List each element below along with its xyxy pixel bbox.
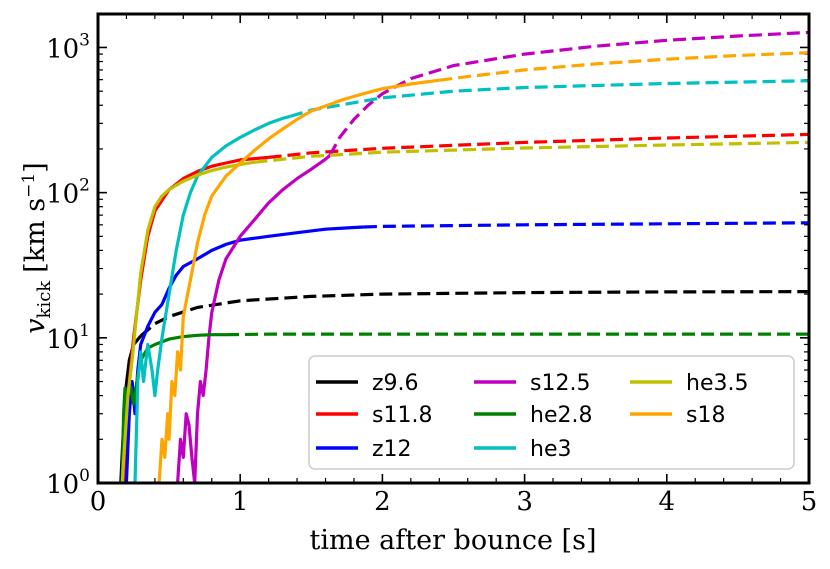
y-tick-exponent: 1 bbox=[79, 321, 90, 341]
series-z9.6-dashed bbox=[139, 290, 809, 338]
y-tick-exponent: 3 bbox=[79, 30, 90, 50]
legend-label-s12.5: s12.5 bbox=[530, 371, 590, 396]
y-tick-exponent: 0 bbox=[79, 466, 90, 486]
legend-label-he3.5: he3.5 bbox=[686, 371, 748, 396]
legend-label-s18: s18 bbox=[686, 403, 725, 428]
series-layer bbox=[119, 30, 809, 483]
legend-label-he3: he3 bbox=[530, 437, 571, 462]
series-he3-dashed bbox=[289, 79, 809, 118]
y-axis-label: vkick [km s−1] bbox=[19, 162, 55, 333]
legend-label-he2.8: he2.8 bbox=[530, 403, 592, 428]
y-axis-label-subscript: kick bbox=[34, 280, 55, 319]
x-tick-label: 5 bbox=[801, 487, 818, 517]
series-s18-dashed bbox=[439, 51, 809, 82]
legend-box bbox=[308, 355, 795, 470]
series-he2.8-dashed bbox=[225, 332, 809, 337]
x-axis-label: time after bounce [s] bbox=[310, 525, 597, 556]
y-tick-exponent: 2 bbox=[79, 176, 90, 196]
series-s18-solid bbox=[157, 78, 440, 483]
legend-label-s11.8: s11.8 bbox=[372, 403, 432, 428]
series-he3-solid bbox=[133, 114, 291, 483]
x-tick-label: 2 bbox=[374, 487, 391, 517]
y-axis-label-unit-exponent: −1 bbox=[19, 173, 39, 198]
x-tick-label: 4 bbox=[659, 487, 676, 517]
legend-label-z12: z12 bbox=[372, 437, 412, 462]
plot-frame bbox=[96, 12, 811, 485]
series-s11.8-dashed bbox=[268, 132, 809, 159]
y-axis-label-symbol: v bbox=[20, 318, 51, 333]
y-axis-label-unit-close: ] bbox=[20, 162, 51, 173]
y-tick-label: 102 bbox=[46, 176, 90, 210]
y-tick-label: 101 bbox=[46, 321, 90, 355]
series-he3.5-dashed bbox=[254, 140, 809, 164]
y-tick-label: 103 bbox=[46, 30, 90, 64]
y-axis-label-unit: [km s bbox=[20, 198, 51, 273]
legend-label-z9.6: z9.6 bbox=[372, 371, 419, 396]
legend: z9.6 s11.8 z12 s12.5 he2.8 he3 he3.5 s18 bbox=[308, 355, 795, 470]
x-tick-label: 1 bbox=[232, 487, 249, 517]
y-tick-label: 100 bbox=[46, 466, 90, 500]
x-tick-label: 3 bbox=[516, 487, 533, 517]
series-z12-dashed bbox=[363, 221, 809, 229]
series-s12.5-dashed bbox=[328, 30, 809, 157]
series-s12.5-solid bbox=[176, 154, 331, 483]
series-he3.5-solid bbox=[120, 160, 255, 483]
x-tick-label: 0 bbox=[90, 487, 107, 517]
